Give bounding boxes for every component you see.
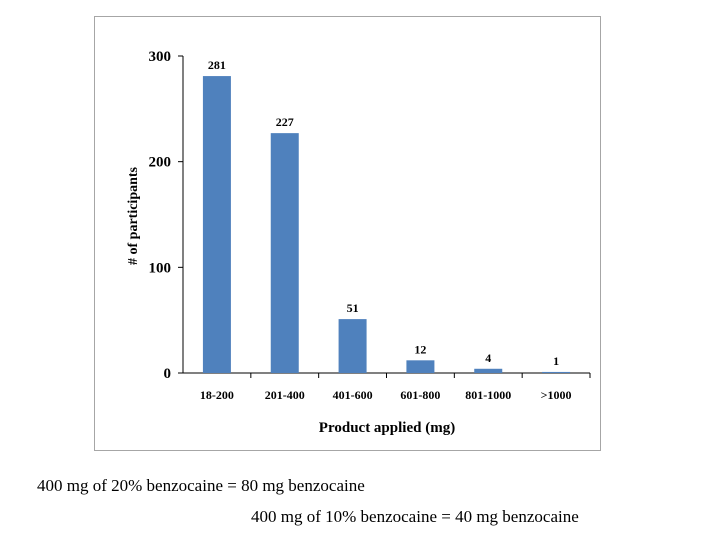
data-label: 281 (208, 58, 226, 72)
x-tick-label: >1000 (541, 388, 572, 402)
benzocaine-note-20-percent: 400 mg of 20% benzocaine = 80 mg benzoca… (37, 476, 365, 495)
data-labels: 281 227 51 12 4 1 (208, 58, 559, 368)
x-axis: 18-200 201-400 401-600 601-800 801-1000 >1000 (183, 372, 591, 402)
x-tick-label: 601-800 (400, 388, 440, 402)
y-tick-label: 300 (149, 49, 172, 65)
bars (202, 76, 571, 374)
y-tick-label: 200 (149, 155, 172, 171)
bar (338, 319, 367, 373)
y-axis: 0 100 200 300 (149, 49, 184, 382)
x-tick-label: 801-1000 (465, 388, 511, 402)
bar (542, 371, 571, 373)
chart-frame (94, 16, 601, 451)
x-tick-label: 401-600 (333, 388, 373, 402)
data-label: 4 (485, 351, 491, 365)
y-axis-title: # of participants (126, 166, 141, 265)
data-label: 12 (414, 342, 426, 356)
bar (406, 360, 435, 373)
y-tick-label: 0 (164, 366, 172, 382)
x-tick-label: 201-400 (265, 388, 305, 402)
bar (270, 133, 299, 373)
benzocaine-note-10-percent: 400 mg of 10% benzocaine = 40 mg benzoca… (251, 507, 579, 526)
bar (202, 76, 231, 374)
data-label: 51 (347, 301, 359, 315)
x-tick-label: 18-200 (200, 388, 234, 402)
x-axis-title: Product applied (mg) (319, 420, 455, 436)
y-tick-label: 100 (149, 260, 172, 276)
data-label: 1 (553, 354, 559, 368)
data-label: 227 (276, 115, 294, 129)
bar (474, 368, 503, 373)
